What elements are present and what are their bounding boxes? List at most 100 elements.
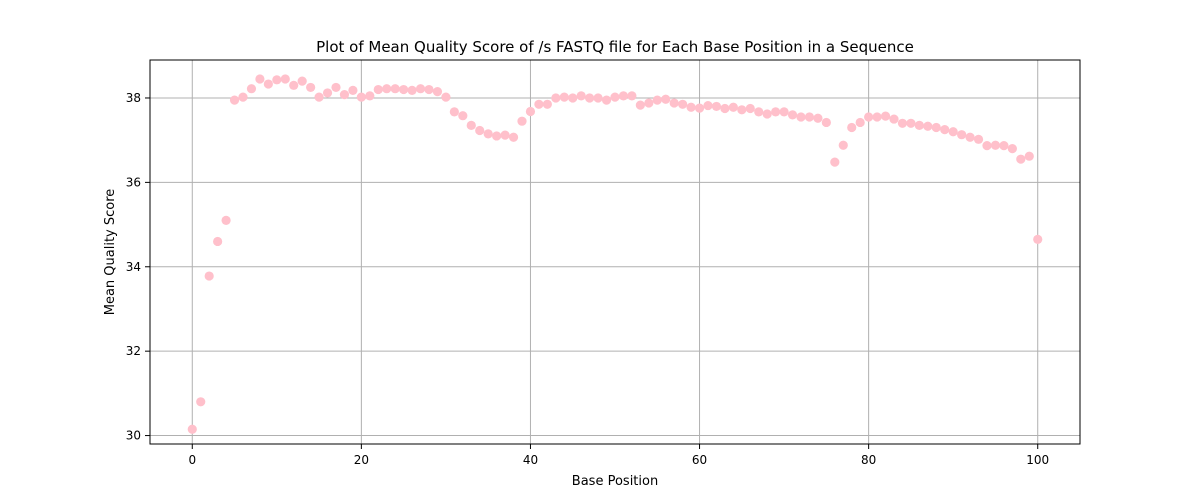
data-point (754, 107, 764, 117)
data-point (990, 140, 1001, 150)
data-point (441, 92, 451, 102)
data-point (432, 87, 443, 97)
data-point (610, 92, 620, 102)
x-axis-label: Base Position (572, 474, 658, 489)
data-point (864, 112, 874, 122)
x-tick-label: 20 (354, 453, 369, 467)
data-point (847, 122, 857, 133)
x-tick-label: 60 (692, 453, 707, 467)
data-point (982, 141, 992, 151)
data-point (787, 110, 798, 120)
x-tick-label: 80 (861, 453, 876, 467)
y-axis-label: Mean Quality Score (103, 189, 118, 316)
chart-title: Plot of Mean Quality Score of /s FASTQ f… (316, 38, 914, 56)
y-tick-label: 30 (126, 429, 141, 443)
data-point (889, 114, 899, 124)
data-point (306, 82, 316, 93)
data-point (897, 118, 908, 128)
plot-frame (149, 59, 1081, 445)
data-point (1033, 234, 1043, 244)
data-point (973, 134, 984, 144)
data-point (737, 105, 747, 115)
data-point (255, 74, 265, 84)
data-point (297, 76, 307, 86)
data-point (525, 106, 536, 117)
data-point (466, 120, 476, 131)
data-point (390, 84, 400, 94)
data-point (373, 84, 383, 95)
data-point (542, 99, 552, 109)
data-point (314, 92, 324, 102)
x-tick-label: 0 (188, 453, 196, 467)
data-point (745, 103, 755, 114)
data-point (551, 93, 561, 103)
data-point (838, 140, 848, 150)
data-point (796, 112, 806, 122)
data-point (322, 88, 333, 98)
data-point (289, 80, 299, 90)
data-point (280, 74, 290, 84)
data-point (415, 84, 426, 94)
data-point (517, 116, 527, 126)
data-point (365, 91, 375, 101)
data-point (500, 130, 510, 140)
data-point (686, 102, 696, 112)
data-point (644, 98, 654, 108)
x-tick-label: 40 (523, 453, 538, 467)
data-point (940, 125, 950, 135)
data-point (382, 84, 392, 94)
data-point (187, 424, 197, 434)
data-point (880, 111, 891, 121)
data-point (475, 125, 485, 136)
data-point (661, 94, 671, 104)
data-point (483, 129, 493, 139)
data-point (771, 107, 781, 117)
data-point (914, 120, 924, 131)
data-point (356, 92, 366, 102)
data-point (652, 95, 662, 105)
data-point (348, 85, 358, 95)
data-point (263, 79, 273, 89)
data-point (196, 397, 206, 407)
data-point (458, 111, 468, 121)
data-point (728, 102, 738, 112)
data-point (213, 236, 223, 247)
y-tick-label: 32 (126, 344, 141, 358)
data-point (399, 84, 409, 95)
data-point (272, 75, 282, 85)
data-point (965, 132, 975, 142)
data-point (229, 95, 240, 105)
data-point (813, 113, 823, 123)
data-point (694, 103, 705, 113)
data-point (720, 103, 730, 114)
data-point (204, 271, 214, 281)
data-point (923, 121, 933, 131)
data-point (830, 157, 840, 167)
data-point (534, 99, 544, 109)
data-point (711, 101, 722, 112)
data-point (559, 92, 569, 102)
data-point (957, 130, 967, 140)
data-point (821, 117, 831, 128)
data-point (669, 98, 679, 108)
data-point (1007, 144, 1017, 154)
data-point (339, 90, 350, 100)
data-point (855, 117, 865, 128)
data-point (492, 131, 502, 141)
data-points (187, 74, 1043, 434)
data-point (221, 215, 231, 225)
data-point (999, 141, 1009, 151)
data-point (238, 92, 248, 102)
data-point (508, 132, 519, 142)
data-point (635, 100, 645, 110)
data-point (627, 91, 637, 101)
data-point (585, 93, 595, 103)
y-tick-label: 38 (126, 91, 141, 105)
y-tick-label: 36 (126, 175, 141, 189)
data-point (331, 82, 341, 93)
x-tick-label: 100 (1026, 453, 1049, 467)
data-point (407, 85, 417, 95)
data-point (762, 109, 772, 119)
